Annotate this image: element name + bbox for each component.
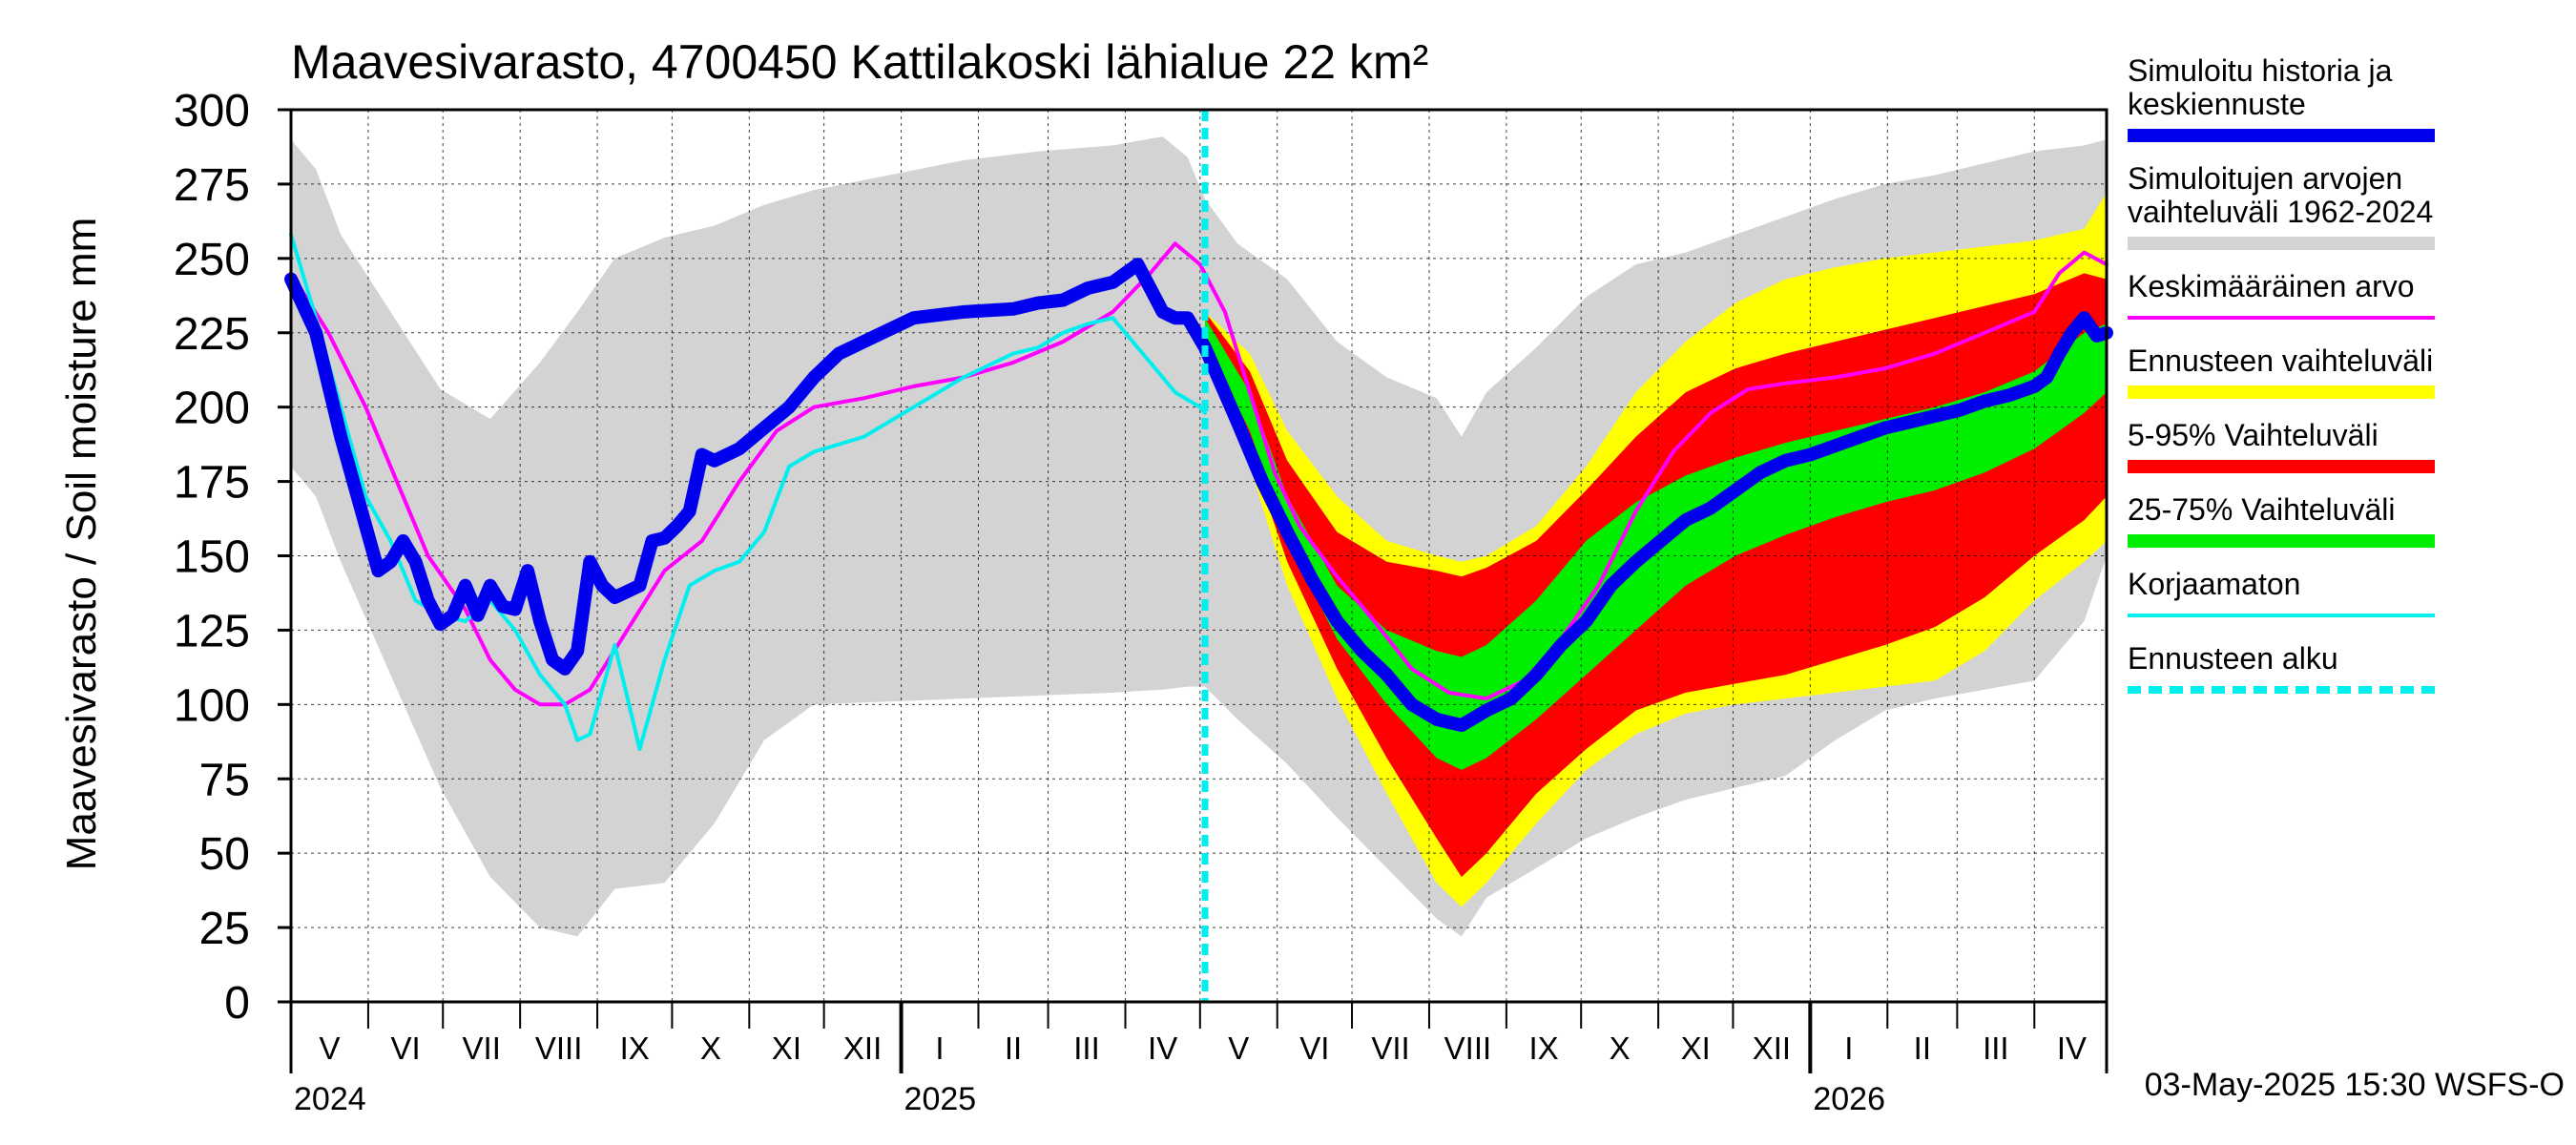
month-label: IV	[1148, 1030, 1177, 1066]
legend-label: Simuloitu historia ja	[2128, 53, 2393, 88]
month-label: X	[700, 1030, 721, 1066]
mean-line	[289, 241, 2109, 707]
legend-label: Simuloitujen arvojen	[2128, 161, 2402, 196]
y-tick-label: 25	[199, 904, 250, 954]
y-tick-label: 200	[174, 384, 250, 434]
chart-title: Maavesivarasto, 4700450 Kattilakoski läh…	[291, 35, 1428, 89]
month-label: XI	[772, 1030, 801, 1066]
month-label: VI	[390, 1030, 420, 1066]
month-label: V	[1228, 1030, 1249, 1066]
y-axis-label: Maavesivarasto / Soil moisture mm	[58, 218, 105, 871]
month-label: III	[1983, 1030, 2009, 1066]
month-label: IX	[1528, 1030, 1558, 1066]
legend-label: Ennusteen alku	[2128, 641, 2338, 676]
y-tick-label: 125	[174, 606, 250, 656]
month-label: IV	[2057, 1030, 2087, 1066]
legend-label: 25-75% Vaihteluväli	[2128, 492, 2395, 527]
month-label: VII	[463, 1030, 501, 1066]
legend-label: Ennusteen vaihteluväli	[2128, 344, 2433, 378]
y-tick-label: 150	[174, 532, 250, 583]
y-tick-label: 300	[174, 86, 250, 136]
historical-range-band	[291, 136, 2107, 937]
y-tick-label: 250	[174, 235, 250, 285]
simulated-line	[284, 258, 2113, 733]
legend-label: 5-95% Vaihteluväli	[2128, 418, 2379, 452]
y-tick-label: 75	[199, 755, 250, 805]
timestamp-label: 03-May-2025 15:30 WSFS-O	[2145, 1067, 2565, 1103]
legend-label: vaihteluväli 1962-2024	[2128, 195, 2433, 229]
month-label: IX	[620, 1030, 650, 1066]
month-label: VII	[1371, 1030, 1409, 1066]
legend-label: keskiennuste	[2128, 87, 2306, 121]
year-label: 2025	[904, 1081, 977, 1117]
y-tick-label: 100	[174, 680, 250, 731]
y-tick-label: 175	[174, 458, 250, 509]
month-label: VIII	[1444, 1030, 1492, 1066]
month-label: V	[319, 1030, 340, 1066]
y-tick-label: 0	[224, 978, 250, 1029]
month-label: XII	[1753, 1030, 1791, 1066]
y-tick-label: 275	[174, 160, 250, 211]
month-label: II	[1005, 1030, 1022, 1066]
y-tick-label: 225	[174, 309, 250, 360]
month-label: VI	[1299, 1030, 1329, 1066]
month-label: I	[1844, 1030, 1853, 1066]
month-label: XI	[1681, 1030, 1711, 1066]
year-label: 2024	[294, 1081, 366, 1117]
month-label: II	[1914, 1030, 1931, 1066]
legend-label: Keskimääräinen arvo	[2128, 269, 2415, 303]
year-label: 2026	[1813, 1081, 1885, 1117]
legend-label: Korjaamaton	[2128, 567, 2300, 601]
y-tick-label: 50	[199, 829, 250, 880]
month-label: XII	[843, 1030, 882, 1066]
month-label: I	[935, 1030, 944, 1066]
month-label: III	[1073, 1030, 1100, 1066]
month-label: VIII	[535, 1030, 583, 1066]
month-label: X	[1610, 1030, 1631, 1066]
